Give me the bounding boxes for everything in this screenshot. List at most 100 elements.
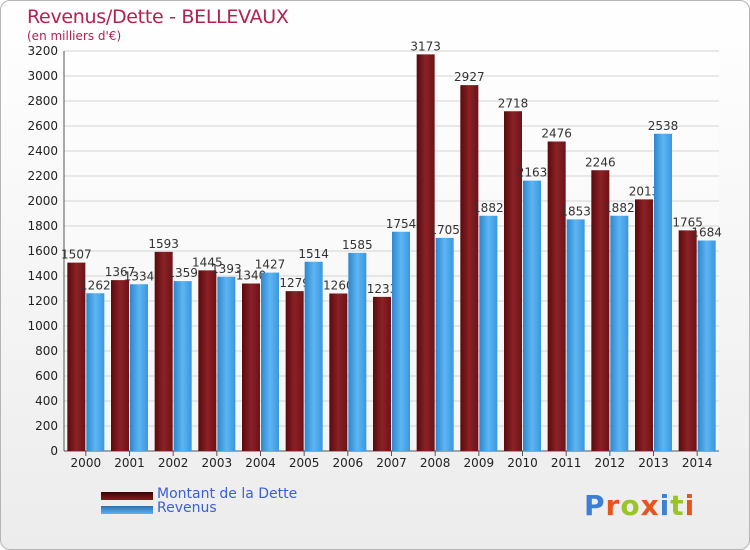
data-label-dette: 1445 bbox=[192, 255, 223, 269]
y-tick-label: 2600 bbox=[27, 119, 58, 133]
data-label-revenus: 1853 bbox=[560, 204, 591, 218]
y-tick-label: 1400 bbox=[27, 269, 58, 283]
bar-revenus bbox=[566, 219, 585, 451]
bar-dette bbox=[111, 280, 129, 451]
bar-revenus bbox=[435, 237, 454, 451]
y-tick-label: 1200 bbox=[27, 294, 58, 308]
data-label-dette: 2927 bbox=[454, 70, 485, 84]
data-label-dette: 2476 bbox=[541, 127, 572, 141]
data-label-revenus: 1684 bbox=[691, 226, 722, 240]
bar-revenus bbox=[304, 261, 323, 451]
bar-revenus bbox=[392, 231, 410, 451]
data-label-dette: 1233 bbox=[367, 282, 398, 296]
data-label-dette: 1279 bbox=[279, 276, 310, 290]
x-tick-label: 2001 bbox=[114, 456, 145, 470]
y-tick-label: 3200 bbox=[27, 44, 58, 58]
bar-revenus bbox=[610, 215, 629, 451]
bar-revenus bbox=[654, 133, 672, 451]
legend-label-revenus: Revenus bbox=[157, 500, 217, 516]
y-tick-label: 2400 bbox=[27, 144, 58, 158]
bar-revenus bbox=[261, 272, 279, 451]
data-label-revenus: 1359 bbox=[167, 266, 198, 280]
x-tick-label: 2002 bbox=[158, 456, 189, 470]
data-label-dette: 1593 bbox=[148, 237, 179, 251]
y-tick-label: 1800 bbox=[27, 219, 58, 233]
x-tick-label: 2005 bbox=[289, 456, 320, 470]
x-tick-label: 2013 bbox=[638, 456, 669, 470]
legend-label-dette: Montant de la Dette bbox=[157, 486, 298, 502]
bar-dette bbox=[242, 283, 260, 451]
bar-revenus bbox=[479, 215, 498, 451]
proxiti-logo: Proxiti bbox=[584, 489, 696, 522]
data-label-dette: 3173 bbox=[410, 39, 441, 53]
x-tick-label: 2008 bbox=[420, 456, 451, 470]
bar-dette bbox=[504, 111, 522, 451]
y-tick-label: 2200 bbox=[27, 169, 58, 183]
data-label-revenus: 1393 bbox=[211, 262, 242, 276]
data-label-revenus: 2163 bbox=[517, 166, 548, 180]
x-tick-label: 2003 bbox=[202, 456, 233, 470]
bar-revenus bbox=[86, 293, 105, 451]
data-label-dette: 1340 bbox=[236, 269, 267, 283]
data-label-revenus: 1705 bbox=[429, 223, 460, 237]
bar-revenus bbox=[523, 180, 541, 451]
y-tick-label: 2000 bbox=[27, 194, 58, 208]
data-label-revenus: 2538 bbox=[648, 119, 679, 133]
y-tick-label: 200 bbox=[35, 419, 58, 433]
x-tick-label: 2014 bbox=[682, 456, 713, 470]
data-label-dette: 2246 bbox=[585, 155, 616, 169]
data-label-revenus: 1882 bbox=[473, 201, 504, 215]
bar-dette bbox=[198, 270, 217, 451]
data-label-dette: 1765 bbox=[672, 215, 703, 229]
chart-title: Revenus/Dette - BELLEVAUX bbox=[27, 6, 289, 28]
x-tick-label: 2011 bbox=[551, 456, 582, 470]
bar-dette bbox=[285, 291, 304, 451]
bar-dette bbox=[460, 85, 479, 451]
x-tick-label: 2009 bbox=[464, 456, 495, 470]
y-tick-label: 1000 bbox=[27, 319, 58, 333]
data-label-dette: 2718 bbox=[498, 96, 529, 110]
data-label-revenus: 1514 bbox=[298, 247, 329, 261]
y-tick-label: 2800 bbox=[27, 94, 58, 108]
legend-swatch-revenus bbox=[101, 506, 153, 514]
chart-subtitle: (en milliers d'€) bbox=[27, 29, 122, 43]
bar-dette bbox=[154, 251, 173, 451]
y-tick-label: 800 bbox=[35, 344, 58, 358]
data-label-revenus: 1585 bbox=[342, 238, 373, 252]
bar-revenus bbox=[348, 252, 367, 451]
bar-dette bbox=[416, 54, 435, 451]
x-tick-label: 2004 bbox=[245, 456, 276, 470]
bar-dette bbox=[678, 230, 697, 451]
x-tick-label: 2007 bbox=[376, 456, 407, 470]
data-label-dette: 1260 bbox=[323, 279, 354, 293]
bar-revenus bbox=[173, 281, 192, 451]
data-label-revenus: 1334 bbox=[124, 269, 155, 283]
y-tick-label: 3000 bbox=[27, 69, 58, 83]
data-label-revenus: 1754 bbox=[386, 217, 417, 231]
x-tick-label: 2012 bbox=[595, 456, 626, 470]
data-label-revenus: 1427 bbox=[255, 258, 286, 272]
x-tick-label: 2006 bbox=[333, 456, 364, 470]
bar-revenus bbox=[130, 284, 148, 451]
bar-revenus bbox=[217, 276, 236, 451]
data-label-revenus: 1882 bbox=[604, 201, 635, 215]
bar-dette bbox=[373, 296, 391, 451]
bar-revenus bbox=[697, 240, 716, 451]
y-tick-label: 400 bbox=[35, 394, 58, 408]
bar-dette bbox=[67, 262, 86, 451]
y-tick-label: 0 bbox=[50, 444, 58, 458]
data-label-dette: 2013 bbox=[629, 184, 660, 198]
data-label-dette: 1367 bbox=[105, 265, 136, 279]
x-tick-label: 2010 bbox=[507, 456, 538, 470]
y-tick-label: 1600 bbox=[27, 244, 58, 258]
bar-dette bbox=[547, 141, 566, 451]
bar-dette bbox=[591, 170, 610, 451]
data-label-revenus: 1262 bbox=[80, 278, 111, 292]
bar-dette bbox=[329, 293, 348, 451]
y-tick-label: 600 bbox=[35, 369, 58, 383]
legend-swatch-dette bbox=[101, 492, 153, 500]
bar-dette bbox=[635, 199, 653, 451]
data-label-dette: 1507 bbox=[61, 248, 92, 262]
